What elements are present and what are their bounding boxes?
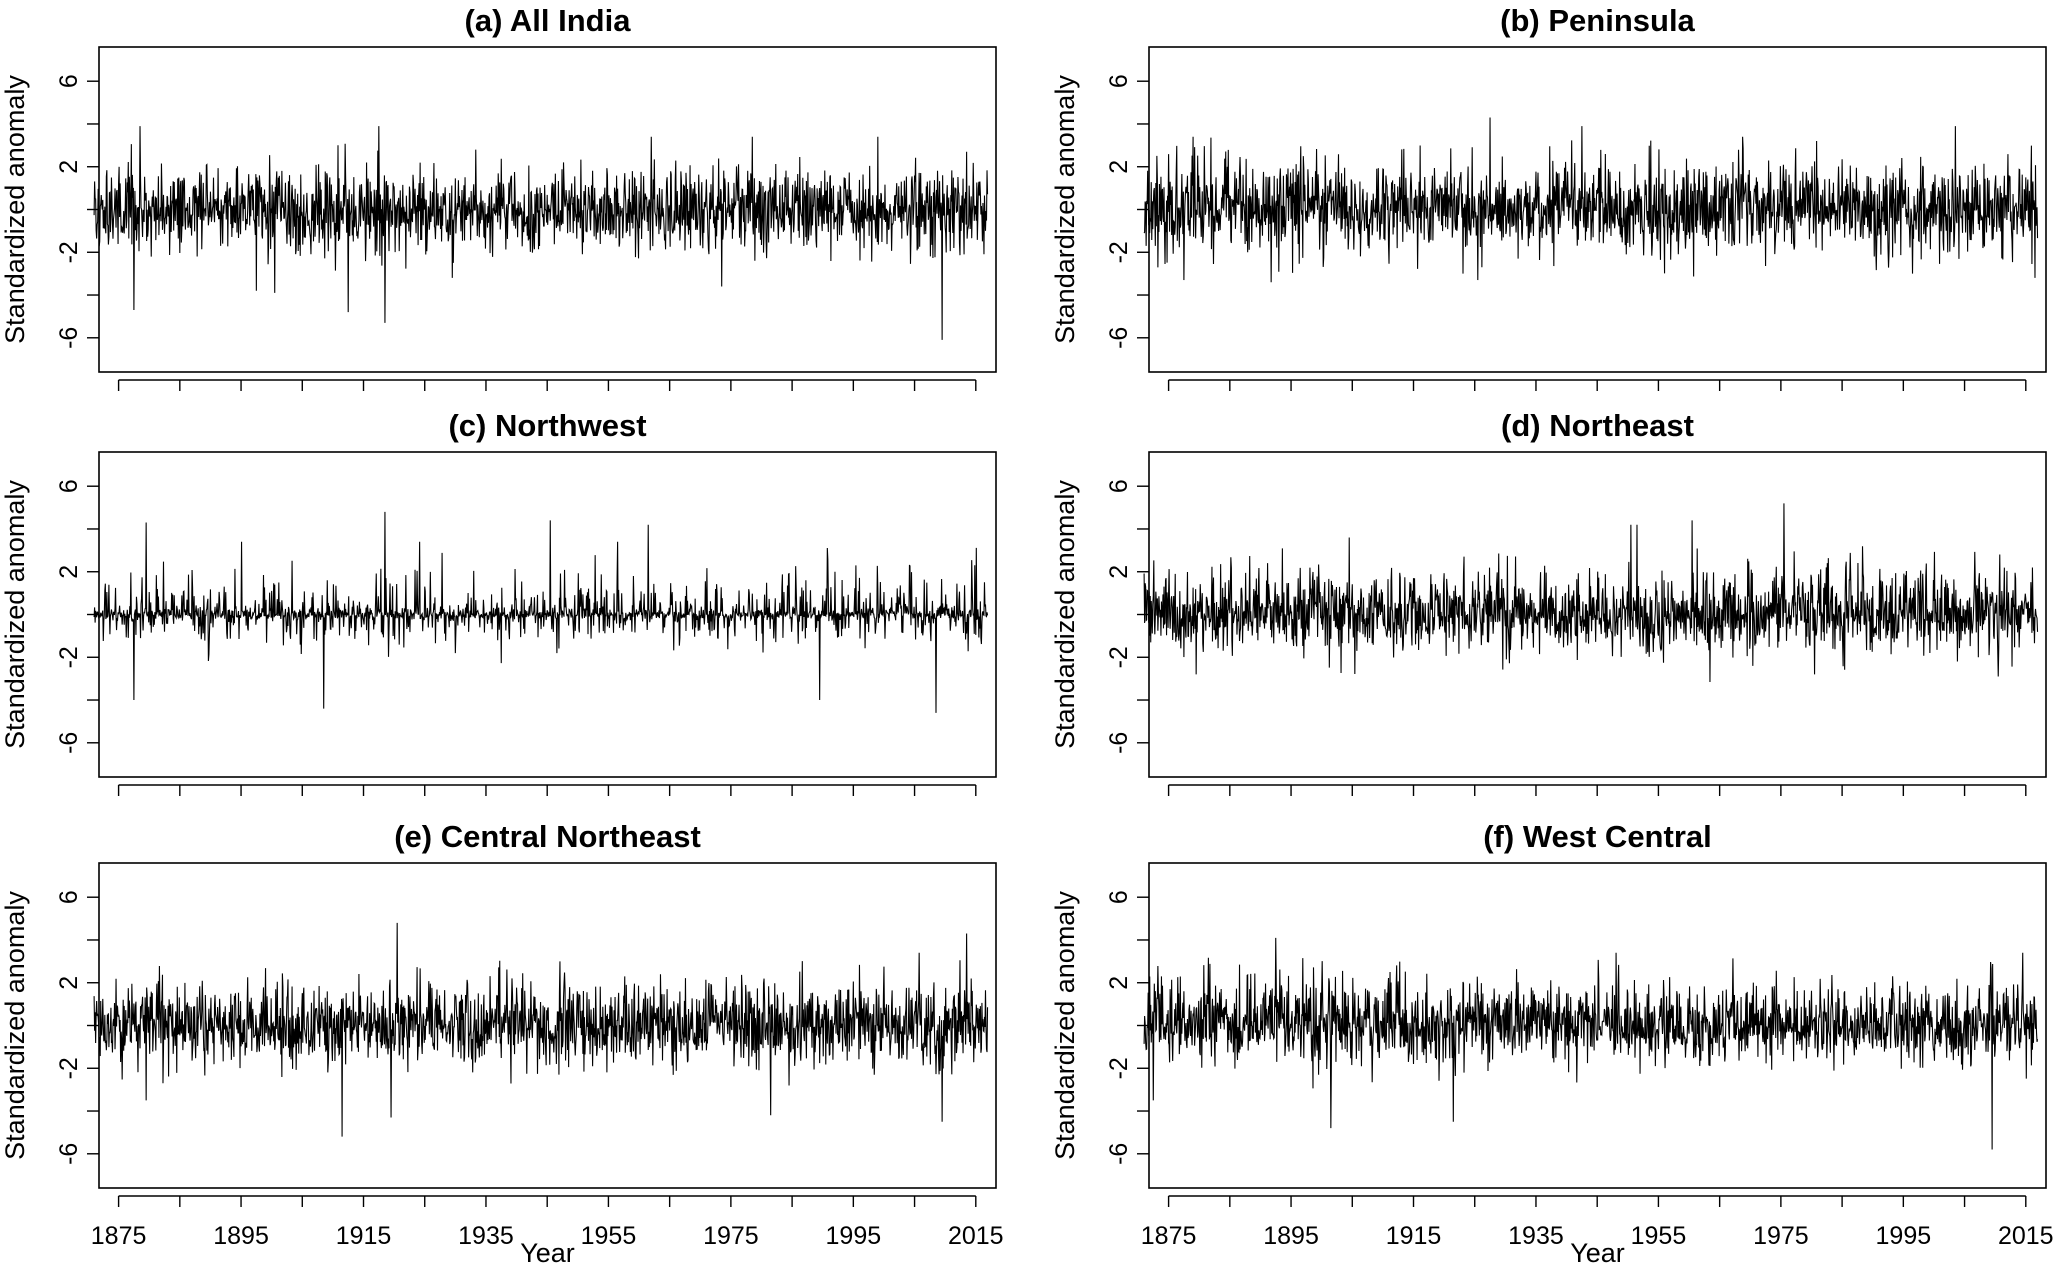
y-axis-label: Standardized anomaly <box>1050 480 1080 749</box>
x-tick-label: 1915 <box>336 1222 392 1250</box>
x-tick-label: 1895 <box>1263 1222 1319 1250</box>
x-tick-label: 1955 <box>1631 1222 1687 1250</box>
y-tick-label: -6 <box>1105 327 1133 349</box>
y-axis-label: Standardized anomaly <box>1050 75 1080 344</box>
y-axis-label: Standardized anomaly <box>0 75 30 344</box>
y-tick-label: 2 <box>1105 565 1133 579</box>
y-tick-label: -6 <box>1105 732 1133 754</box>
x-tick-label: 1995 <box>1876 1222 1932 1250</box>
y-tick-label: 6 <box>1105 479 1133 493</box>
x-axis-label: Year <box>1570 1238 1625 1268</box>
x-tick-label: 1995 <box>826 1222 882 1250</box>
y-axis-label: Standardized anomaly <box>0 480 30 749</box>
y-tick-label: 2 <box>1105 160 1133 174</box>
panel-title: (f) West Central <box>1483 819 1712 854</box>
x-tick-label: 2015 <box>1998 1222 2054 1250</box>
y-tick-label: -2 <box>55 241 83 263</box>
x-tick-label: 1975 <box>703 1222 759 1250</box>
y-tick-label: -6 <box>55 1143 83 1165</box>
anomaly-series-line <box>1143 937 2039 1150</box>
x-tick-label: 1915 <box>1386 1222 1442 1250</box>
panel-3: (c) Northwest -6 -2 2 6 Standardized anomaly <box>0 408 997 796</box>
x-tick-label: 1875 <box>1141 1222 1197 1250</box>
panel-2: (b) Peninsula -6 -2 2 6 Standardized anomaly <box>1050 3 2047 391</box>
panel-5: (e) Central Northeast -6 -2 2 6 Standardized … <box>0 819 1004 1268</box>
y-axis-label: Standardized anomaly <box>1050 891 1080 1160</box>
y-tick-label: -2 <box>1105 241 1133 263</box>
y-tick-label: 6 <box>1105 74 1133 88</box>
panel-6: (f) West Central -6 -2 2 6 Standardized anoma… <box>1050 819 2054 1268</box>
anomaly-series-line <box>93 922 989 1137</box>
y-tick-label: -2 <box>55 1057 83 1079</box>
x-axis-label: Year <box>520 1238 575 1268</box>
y-tick-label: 2 <box>1105 976 1133 990</box>
panel-title: (e) Central Northeast <box>394 819 701 854</box>
x-tick-label: 1975 <box>1753 1222 1809 1250</box>
y-tick-label: 2 <box>55 976 83 990</box>
y-tick-label: -6 <box>1105 1143 1133 1165</box>
panel-title: (d) Northeast <box>1501 408 1694 443</box>
anomaly-series-line <box>1143 117 2039 283</box>
y-tick-label: -2 <box>55 646 83 668</box>
anomaly-series-line <box>93 126 989 340</box>
x-tick-label: 1935 <box>458 1222 514 1250</box>
y-tick-label: -6 <box>55 327 83 349</box>
y-tick-label: 6 <box>55 479 83 493</box>
y-axis-label: Standardized anomaly <box>0 891 30 1160</box>
panel-title: (a) All India <box>465 3 632 38</box>
y-tick-label: -2 <box>1105 1057 1133 1079</box>
panel-title: (c) Northwest <box>448 408 646 443</box>
panel-4: (d) Northeast -6 -2 2 6 Standardized anomaly <box>1050 408 2047 796</box>
panel-title: (b) Peninsula <box>1500 3 1695 38</box>
y-tick-label: 6 <box>55 74 83 88</box>
y-tick-label: -6 <box>55 732 83 754</box>
y-tick-label: 2 <box>55 160 83 174</box>
x-tick-label: 2015 <box>948 1222 1004 1250</box>
x-tick-label: 1935 <box>1508 1222 1564 1250</box>
y-tick-label: 6 <box>55 890 83 904</box>
y-tick-label: -2 <box>1105 646 1133 668</box>
x-tick-label: 1955 <box>581 1222 637 1250</box>
x-tick-label: 1875 <box>91 1222 147 1250</box>
anomaly-series-line <box>1143 503 2039 682</box>
x-tick-label: 1895 <box>213 1222 269 1250</box>
y-tick-label: 2 <box>55 565 83 579</box>
panel-1: (a) All India -6 -2 2 6 Standardized anomaly <box>0 3 997 391</box>
anomaly-series-line <box>93 511 989 713</box>
y-tick-label: 6 <box>1105 890 1133 904</box>
